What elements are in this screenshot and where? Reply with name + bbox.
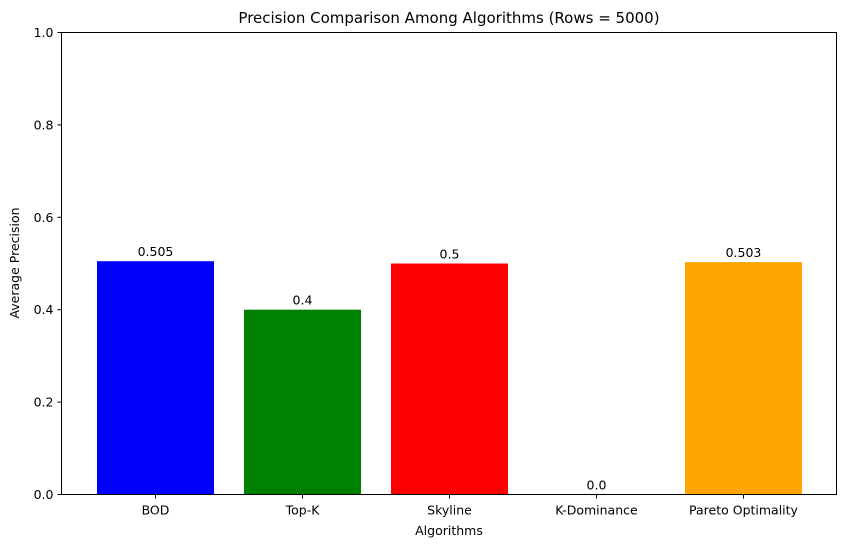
y-axis-label: Average Precision [7,207,22,318]
x-axis: BOD Top-K Skyline K-Dominance Pareto Optimal… [142,494,799,518]
x-tick-label-3: K-Dominance [555,503,638,518]
y-tick-label-1: 0.2 [34,395,54,410]
y-tick-label-5: 1.0 [34,25,54,40]
y-tick-label-2: 0.4 [34,302,54,317]
x-axis-label: Algorithms [415,523,483,538]
x-tick-label-0: BOD [142,503,170,518]
value-label-1: 0.4 [293,293,313,308]
value-label-2: 0.5 [440,247,460,262]
value-label-0: 0.505 [138,244,174,259]
x-tick-label-4: Pareto Optimality [689,503,799,518]
bar-1 [244,309,361,495]
chart-title: Precision Comparison Among Algorithms (R… [238,9,659,27]
value-label-3: 0.0 [587,478,607,493]
bar-2 [391,263,508,495]
bar-4 [685,262,802,495]
bars-group [97,261,802,495]
y-tick-label-0: 0.0 [34,487,54,502]
y-tick-label-4: 0.8 [34,117,54,132]
bar-0 [97,261,214,495]
value-labels-group: 0.505 0.4 0.5 0.0 0.503 [138,244,762,492]
x-tick-label-2: Skyline [427,503,472,518]
y-tick-label-3: 0.6 [34,210,54,225]
x-tick-label-1: Top-K [285,503,321,518]
y-axis: 0.0 0.2 0.4 0.6 0.8 1.0 [34,25,62,502]
value-label-4: 0.503 [726,245,762,260]
